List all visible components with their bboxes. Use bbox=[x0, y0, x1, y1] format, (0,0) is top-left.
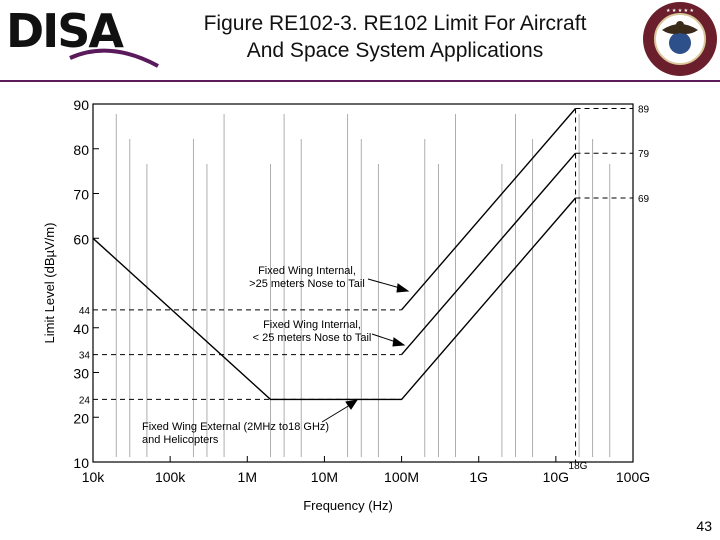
slide-title-line2: And Space System Applications bbox=[246, 39, 544, 62]
x-tick-label: 100G bbox=[616, 469, 650, 485]
x-tick-label: 100k bbox=[155, 469, 186, 485]
disa-seal-icon: ★ ★ ★ ★ ★ bbox=[643, 2, 717, 76]
limit-curves bbox=[92, 108, 577, 401]
y-axis-ticks: 90 80 70 60 40 30 20 10 bbox=[73, 97, 99, 471]
frequency-marker-label: 18G bbox=[569, 461, 588, 472]
annotation-external-line2: and Helicopters bbox=[142, 434, 219, 446]
header-divider bbox=[0, 80, 720, 82]
arrowhead-internal-short-icon bbox=[392, 337, 406, 347]
x-tick-label: 10G bbox=[543, 469, 569, 485]
annotation-internal-short: Fixed Wing Internal, < 25 meters Nose to… bbox=[253, 319, 372, 344]
annotation-arrows bbox=[321, 278, 410, 423]
slide-title-line1: Figure RE102-3. RE102 Limit For Aircraft bbox=[203, 12, 587, 35]
x-tick-label: 100M bbox=[384, 469, 419, 485]
x-tick-label: 1M bbox=[238, 469, 257, 485]
svg-text:★ ★ ★ ★ ★: ★ ★ ★ ★ ★ bbox=[666, 8, 694, 14]
annotation-internal-short-line2: < 25 meters Nose to Tail bbox=[253, 332, 372, 344]
y-tick-label: 10 bbox=[73, 455, 89, 471]
reference-label-44: 44 bbox=[79, 306, 91, 317]
reference-label-34: 34 bbox=[79, 351, 91, 362]
page-number: 43 bbox=[696, 518, 712, 534]
annotation-internal-long-line1: Fixed Wing Internal, bbox=[258, 265, 356, 277]
chart-grid bbox=[115, 114, 611, 457]
arrowhead-internal-long-icon bbox=[396, 283, 410, 293]
reference-lines bbox=[93, 107, 633, 462]
limit-curve-1 bbox=[92, 197, 577, 401]
slide-title: Figure RE102-3. RE102 Limit For Aircraft… bbox=[150, 10, 640, 64]
reference-label-79: 79 bbox=[638, 149, 650, 160]
annotation-external-line1: Fixed Wing External (2MHz to18 GHz) bbox=[142, 421, 329, 433]
x-axis-label: Frequency (Hz) bbox=[303, 498, 393, 513]
x-axis-ticks: 10k 100k 1M 10M 100M 1G 10G 100G bbox=[82, 456, 650, 485]
x-tick-label: 10k bbox=[82, 469, 106, 485]
arrow-internal-short bbox=[371, 333, 397, 343]
y-tick-label: 90 bbox=[73, 97, 89, 113]
annotation-external: Fixed Wing External (2MHz to18 GHz) and … bbox=[142, 421, 329, 446]
y-tick-label: 40 bbox=[73, 321, 89, 337]
reference-label-24: 24 bbox=[79, 395, 91, 406]
slide-header: DISA Figure RE102-3. RE102 Limit For Air… bbox=[0, 0, 720, 80]
arrowhead-external-icon bbox=[345, 399, 359, 410]
plot-area bbox=[92, 103, 634, 463]
annotation-internal-short-line1: Fixed Wing Internal, bbox=[263, 319, 361, 331]
x-tick-label: 1G bbox=[469, 469, 488, 485]
y-tick-label: 70 bbox=[73, 187, 89, 203]
limit-curve-2 bbox=[401, 152, 577, 356]
annotation-internal-long-line2: >25 meters Nose to Tail bbox=[249, 278, 365, 290]
arrow-external bbox=[321, 404, 351, 423]
reference-level-labels: 44 34 24 89 79 69 bbox=[79, 104, 650, 406]
limit-curve-3 bbox=[401, 108, 577, 311]
disa-logo: DISA bbox=[6, 4, 124, 58]
x-tick-label: 10M bbox=[311, 469, 338, 485]
arrow-internal-long bbox=[367, 278, 401, 289]
re102-limit-chart: 10k 100k 1M 10M 100M 1G 10G 100G 90 80 70 60 40 30 20… bbox=[42, 97, 650, 513]
y-tick-label: 20 bbox=[73, 410, 89, 426]
disa-logo-swoosh bbox=[69, 48, 159, 68]
y-tick-label: 80 bbox=[73, 142, 89, 158]
annotation-internal-long: Fixed Wing Internal, >25 meters Nose to … bbox=[249, 265, 365, 290]
reference-label-89: 89 bbox=[638, 104, 650, 115]
y-tick-label: 60 bbox=[73, 231, 89, 247]
y-axis-label: Limit Level (dBµV/m) bbox=[42, 223, 57, 344]
y-tick-label: 30 bbox=[73, 366, 89, 382]
reference-label-69: 69 bbox=[638, 194, 650, 205]
